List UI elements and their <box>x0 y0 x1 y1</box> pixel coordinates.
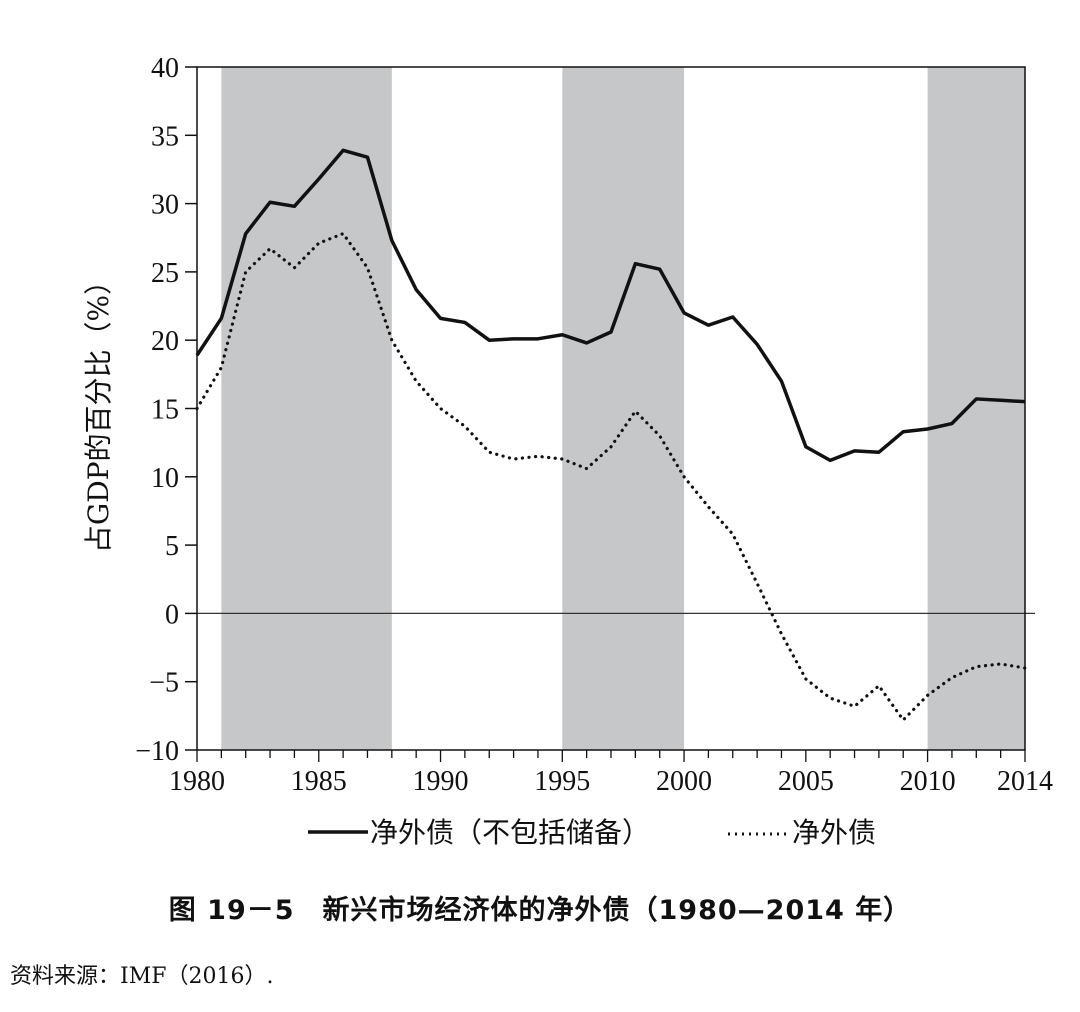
legend-solid-label: 净外债（不包括储备） <box>370 816 650 849</box>
figure-caption: 图 19－5 新兴市场经济体的净外债（1980—2014 年） <box>168 895 912 926</box>
y-tick-label: 20 <box>151 326 179 357</box>
x-tick-label: 2014 <box>997 766 1053 797</box>
chart: 40 35 30 25 20 15 10 5 0 −5 −10 1980 1985 1990 1995 20… <box>82 53 1053 849</box>
legend: 净外债（不包括储备） 净外债 <box>308 816 876 849</box>
y-tick-label: 35 <box>151 121 179 152</box>
x-tick-label: 2010 <box>900 766 956 797</box>
shaded-period-1 <box>221 67 392 750</box>
shaded-period-3 <box>927 67 1025 750</box>
x-tick-label: 1980 <box>169 766 225 797</box>
x-tick-label: 1995 <box>534 766 590 797</box>
shaded-periods <box>221 67 1025 750</box>
y-tick-label: 40 <box>151 53 179 84</box>
y-tick-label: 0 <box>165 599 179 630</box>
y-tick-label: 5 <box>165 531 179 562</box>
y-tick-label: 30 <box>151 190 179 221</box>
y-axis-label: 占GDP的百分比（%） <box>82 267 115 553</box>
x-axis: 1980 1985 1990 1995 2000 2005 2010 2014 <box>169 750 1053 797</box>
y-tick-label: −5 <box>149 668 179 699</box>
y-tick-label: 10 <box>151 463 179 494</box>
series-line-net-external-debt-excl-reserves <box>195 148 1026 463</box>
y-tick-label: −10 <box>135 736 179 767</box>
x-tick-label: 2005 <box>778 766 834 797</box>
legend-dotted-label: 净外债 <box>792 816 876 849</box>
x-tick-label: 2000 <box>656 766 712 797</box>
x-tick-label: 1985 <box>291 766 347 797</box>
y-tick-label: 25 <box>151 258 179 289</box>
shaded-period-2 <box>562 67 685 750</box>
y-tick-label: 15 <box>151 395 179 426</box>
y-axis: 40 35 30 25 20 15 10 5 0 −5 −10 <box>135 53 197 767</box>
series-line-net-external-debt <box>195 232 1027 722</box>
x-tick-label: 1990 <box>413 766 469 797</box>
source-note: 资料来源：IMF（2016）. <box>10 964 274 989</box>
series-layer <box>195 148 1027 722</box>
